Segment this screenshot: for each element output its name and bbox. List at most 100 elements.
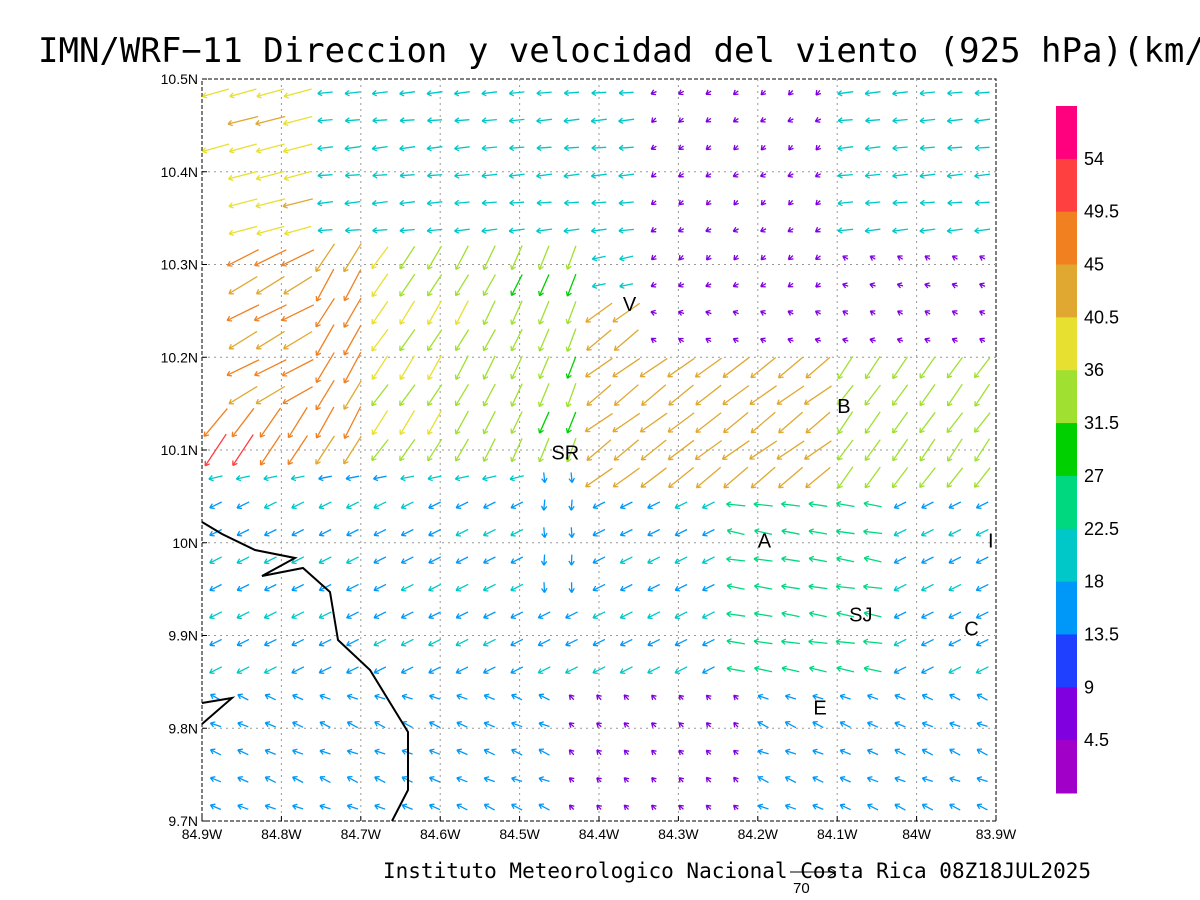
wind-vector xyxy=(292,775,304,784)
wind-vector xyxy=(399,410,416,436)
wind-vector xyxy=(563,89,580,97)
wind-vector xyxy=(647,666,661,675)
wind-vector xyxy=(343,269,362,302)
wind-vector xyxy=(565,301,577,325)
wind-vector xyxy=(372,117,388,124)
wind-vector xyxy=(835,583,855,591)
wind-vector xyxy=(641,384,667,406)
wind-vector xyxy=(949,748,961,756)
wind-vector xyxy=(864,466,881,489)
chart-title: IMN/WRF−11 Direccion y velocidad del vie… xyxy=(38,31,1200,71)
colorbar-segment xyxy=(1056,370,1077,424)
wind-vector xyxy=(948,611,962,620)
wind-vector xyxy=(726,610,746,618)
wind-vector xyxy=(975,666,989,675)
wind-vector xyxy=(456,803,468,811)
wind-vector xyxy=(974,89,990,97)
wind-vector xyxy=(784,720,797,729)
wind-vector xyxy=(428,721,441,729)
wind-vector xyxy=(732,117,739,123)
wind-vector xyxy=(760,89,767,96)
wind-vector xyxy=(726,528,745,536)
wind-vector xyxy=(733,144,739,151)
wind-vector xyxy=(255,170,285,182)
wind-vector xyxy=(537,611,551,620)
wind-vector xyxy=(344,145,361,152)
wind-vector xyxy=(345,474,360,482)
wind-vector xyxy=(650,199,657,206)
wind-vector xyxy=(650,804,657,811)
wind-vector xyxy=(722,357,750,378)
wind-vector xyxy=(836,665,855,673)
wind-vector xyxy=(812,720,824,729)
wind-vector xyxy=(263,611,277,620)
wind-vector xyxy=(290,474,305,482)
wind-vector xyxy=(536,227,553,234)
wind-vector xyxy=(319,693,331,700)
wind-vector xyxy=(975,556,989,565)
wind-vector xyxy=(287,435,309,466)
wind-vector xyxy=(317,89,333,97)
wind-vector xyxy=(753,501,773,508)
wind-vector xyxy=(976,748,988,756)
wind-vector xyxy=(428,528,442,537)
wind-vector xyxy=(920,583,934,592)
wind-vector xyxy=(511,721,523,728)
wind-vector xyxy=(226,359,260,377)
colorbar-segment xyxy=(1056,106,1077,160)
wind-vector xyxy=(864,90,881,97)
colorbar-segment xyxy=(1056,158,1077,213)
wind-vector xyxy=(650,172,657,178)
wind-vector xyxy=(453,90,470,97)
wind-vector xyxy=(835,638,855,646)
wind-vector xyxy=(427,474,442,482)
wind-vector xyxy=(455,556,469,565)
wind-vector xyxy=(705,776,712,783)
wind-vector xyxy=(837,199,854,207)
wind-vector xyxy=(427,274,443,297)
wind-vector xyxy=(974,199,990,207)
wind-vector xyxy=(808,583,828,590)
wind-vector xyxy=(947,438,963,462)
wind-vector xyxy=(315,243,336,273)
reference-vector-label: 70 xyxy=(793,880,810,897)
wind-vector xyxy=(264,693,276,701)
wind-vector xyxy=(920,528,934,537)
wind-vector xyxy=(236,501,250,510)
wind-vector xyxy=(864,227,881,234)
wind-vector xyxy=(565,382,577,408)
wind-vector xyxy=(564,144,579,152)
wind-vector xyxy=(784,693,797,700)
y-tick-label: 9.9N xyxy=(168,628,198,644)
wind-vector xyxy=(667,412,695,433)
wind-vector xyxy=(924,337,931,344)
wind-vector xyxy=(976,803,988,811)
wind-vector xyxy=(540,554,548,566)
wind-vector xyxy=(510,355,523,380)
colorbar-segment xyxy=(1056,687,1077,741)
wind-vector xyxy=(812,748,824,755)
wind-vector xyxy=(538,776,550,783)
wind-vector xyxy=(399,117,415,124)
wind-vector xyxy=(203,408,228,438)
wind-vector xyxy=(482,329,496,352)
wind-vector xyxy=(842,337,849,344)
wind-vector xyxy=(255,143,285,154)
wind-vector xyxy=(482,300,496,326)
wind-vector xyxy=(787,116,794,123)
wind-vector xyxy=(400,528,414,537)
colorbar-label: 45 xyxy=(1084,255,1104,275)
wind-vector xyxy=(619,666,633,675)
wind-vector xyxy=(508,89,525,97)
wind-vector xyxy=(837,439,854,461)
colorbar-label: 4.5 xyxy=(1084,730,1109,750)
wind-vector xyxy=(839,776,851,783)
wind-vector xyxy=(319,775,331,784)
wind-vector xyxy=(536,172,553,179)
wind-vector xyxy=(204,433,227,467)
wind-vector xyxy=(750,356,777,379)
wind-vector xyxy=(812,693,824,700)
wind-vector xyxy=(787,89,794,96)
wind-vector xyxy=(753,583,773,590)
